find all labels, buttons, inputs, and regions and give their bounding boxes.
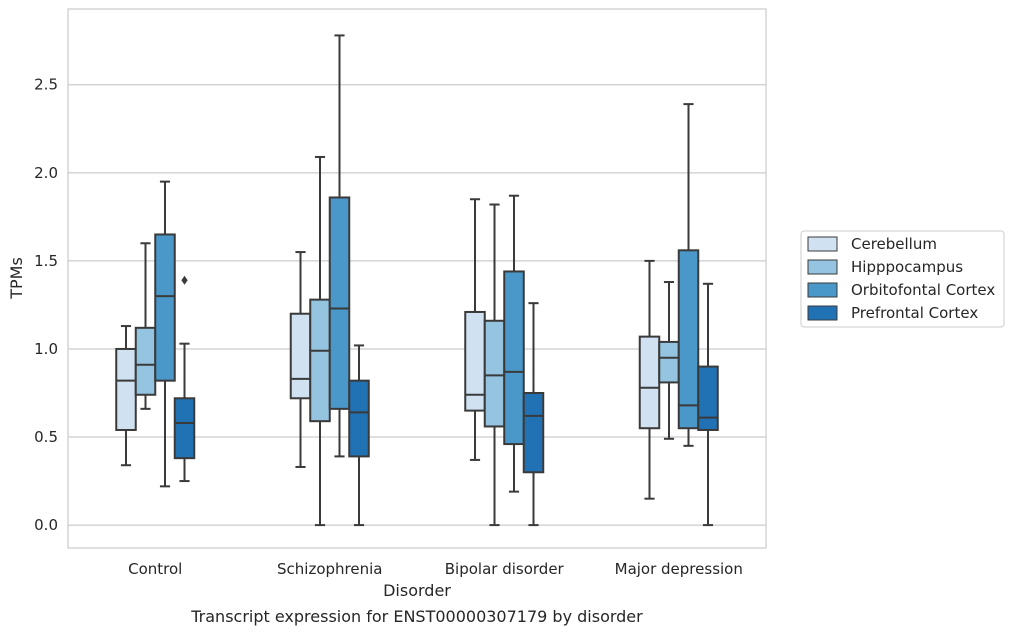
- legend-label: Cerebellum: [851, 235, 937, 253]
- box-body: [658, 340, 680, 384]
- x-axis-ticks: Control Schizophrenia Bipolar disorder Majo…: [128, 560, 743, 578]
- legend: Cerebellum Hipppocampus Orbitofontal Corte…: [800, 230, 1005, 328]
- box: [677, 103, 700, 447]
- box-body: [289, 312, 312, 400]
- legend-swatch: [807, 305, 838, 321]
- y-tick-label: 0.5: [34, 428, 58, 446]
- y-tick-label: 2.0: [34, 164, 58, 182]
- box: [522, 302, 545, 527]
- box: [309, 155, 331, 527]
- box-body: [638, 335, 661, 430]
- box-body: [115, 347, 137, 431]
- box: [115, 325, 137, 467]
- box-body: [309, 298, 331, 423]
- box: [328, 34, 351, 458]
- box-body: [328, 196, 351, 410]
- box: [154, 180, 176, 488]
- box-body: [503, 270, 525, 446]
- box-body: [522, 391, 545, 474]
- box-body: [464, 310, 486, 412]
- y-tick-label: 0.0: [34, 516, 58, 534]
- y-tick-label: 1.0: [34, 340, 58, 358]
- box-body: [173, 397, 196, 460]
- legend-frame: [800, 230, 1005, 328]
- x-tick-label: Control: [128, 560, 182, 578]
- chart-caption: Transcript expression for ENST0000030717…: [190, 607, 643, 626]
- box: [134, 242, 157, 410]
- legend-swatch: [807, 259, 838, 275]
- box: [658, 281, 680, 440]
- x-tick-label: Major depression: [615, 560, 743, 578]
- legend-swatch: [807, 236, 838, 252]
- legend-swatch: [807, 282, 838, 298]
- box-body: [348, 379, 370, 458]
- box-body: [134, 326, 157, 396]
- plot-frame: [67, 8, 767, 549]
- y-axis-ticks: 0.0 0.5 1.0 1.5 2.0 2.5: [34, 76, 58, 534]
- y-axis-label: TPMs: [7, 257, 26, 300]
- box: [638, 259, 661, 500]
- box: [289, 251, 312, 468]
- outlier-point: [181, 275, 188, 285]
- x-tick-label: Bipolar disorder: [445, 560, 565, 578]
- plot-boxes: [115, 34, 719, 527]
- y-tick-label: 1.5: [34, 252, 58, 270]
- box: [697, 282, 719, 527]
- legend-label: Prefrontal Cortex: [851, 304, 978, 322]
- box: [348, 344, 370, 527]
- box-body: [483, 319, 506, 428]
- box: [173, 275, 196, 483]
- box: [503, 194, 525, 493]
- x-tick-label: Schizophrenia: [277, 560, 382, 578]
- y-tick-label: 2.5: [34, 76, 58, 94]
- x-axis-label: Disorder: [383, 581, 451, 600]
- box: [483, 203, 506, 527]
- box: [464, 198, 486, 461]
- box-body: [677, 249, 700, 430]
- legend-label: Hipppocampus: [851, 258, 963, 276]
- box-body: [154, 233, 176, 382]
- box-body: [697, 365, 719, 431]
- legend-label: Orbitofontal Cortex: [851, 281, 995, 299]
